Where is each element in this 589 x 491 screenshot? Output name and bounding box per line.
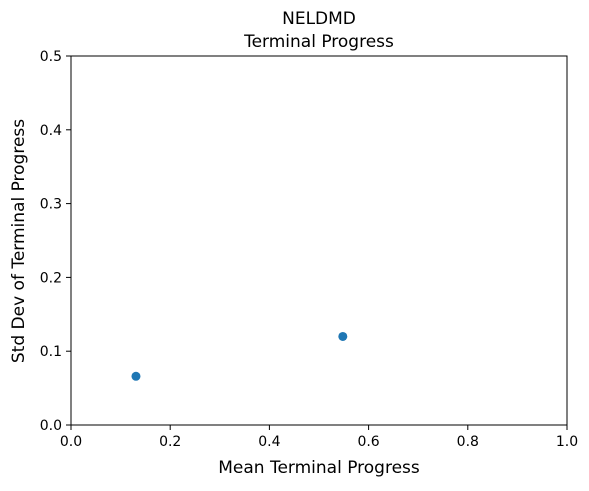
y-tick-label: 0.1 <box>40 344 62 360</box>
chart-subtitle: Terminal Progress <box>243 32 394 52</box>
x-tick-label: 0.6 <box>357 434 379 450</box>
y-tick-label: 0.2 <box>40 270 62 286</box>
plot-area: 0.0 0.2 0.4 0.6 0.8 1.0 0.0 0.1 0.2 0.3 0.4 0.5 <box>40 49 578 450</box>
x-axis-label: Mean Terminal Progress <box>218 458 420 478</box>
x-tick-label: 0.2 <box>159 434 181 450</box>
x-tick-label: 0.0 <box>60 434 82 450</box>
axes-frame <box>70 55 568 426</box>
y-axis-label: Std Dev of Terminal Progress <box>9 119 29 363</box>
chart-title: NELDMD <box>282 9 356 29</box>
y-tick-label: 0.3 <box>40 197 62 213</box>
y-tick-label: 0.5 <box>40 49 62 65</box>
y-tick-label: 0.4 <box>40 123 62 139</box>
scatter-point <box>338 331 348 341</box>
x-tick-label: 0.8 <box>457 434 479 450</box>
x-tick-label: 0.4 <box>258 434 280 450</box>
x-tick-label: 1.0 <box>556 434 578 450</box>
scatter-point <box>131 371 141 381</box>
y-tick-label: 0.0 <box>40 418 62 434</box>
